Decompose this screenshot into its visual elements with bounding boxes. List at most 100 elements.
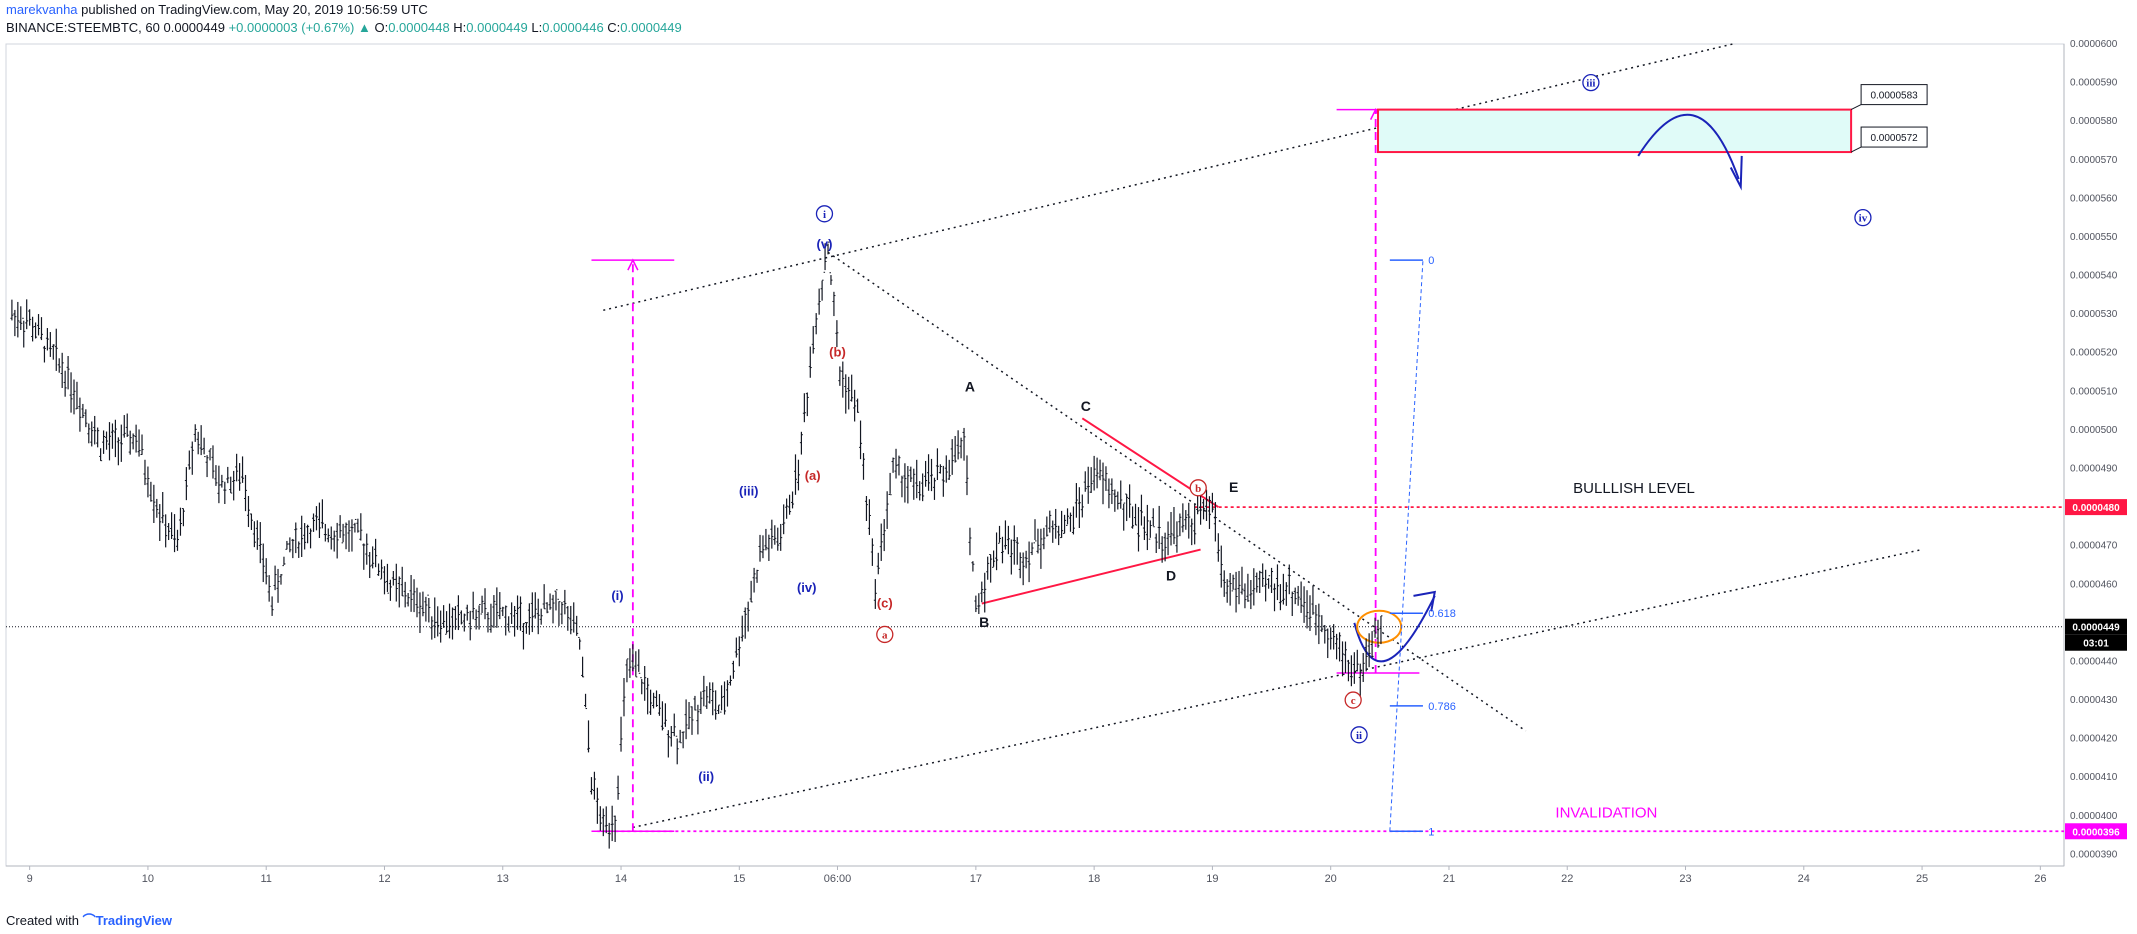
symbol-label: BINANCE:STEEMBTC, 60 — [6, 20, 160, 35]
wave-b-label-circle — [1189, 479, 1207, 497]
price-tick-label: 0.0000470 — [2070, 541, 2118, 552]
price-tick-label: 0.0000510 — [2070, 386, 2118, 397]
wave-ii-label-circle — [1350, 726, 1368, 744]
price-tick-label: 0.0000390 — [2070, 849, 2118, 860]
target-zone — [1377, 108, 1853, 154]
up-arrow-icon: ▲ — [357, 20, 371, 35]
wave-a-label-circle — [876, 625, 894, 644]
invalidation-price-badge-bg — [2065, 823, 2127, 840]
price-axis[interactable]: 0.0000390 0.0000400 0.0000410 0.0000420 0.00… — [2063, 39, 2118, 866]
footer: Created with ⌒TradingView — [6, 910, 172, 929]
published-text: published on TradingView.com, May 20, 20… — [81, 2, 428, 17]
high-label: H: — [453, 20, 467, 35]
triangle-e-label: E — [1229, 479, 1238, 495]
low-value: 0.0000446 — [542, 20, 604, 35]
invalidation-price-badge: 0.0000396 — [2072, 827, 2120, 838]
triangle-d-label: D — [1166, 568, 1176, 584]
time-tick-label: 14 — [615, 873, 627, 885]
wave-a-label: a — [882, 629, 888, 641]
triangle-c-label: C — [1081, 398, 1091, 414]
price-tick-label: 0.0000540 — [2070, 271, 2118, 282]
price-tick-label: 0.0000530 — [2070, 309, 2118, 320]
time-tick-label: 22 — [1561, 873, 1573, 885]
time-tick-label: 26 — [2034, 873, 2046, 885]
price-tick-label: 0.0000440 — [2070, 656, 2118, 667]
current-price-badge-bg — [2065, 618, 2127, 635]
wave-b-label: b — [1195, 483, 1201, 495]
countdown-badge: 03:01 — [2083, 639, 2109, 650]
wave-c-label: c — [1351, 695, 1356, 707]
time-tick-label: 10 — [142, 873, 154, 885]
wave-sub-i-label: (i) — [611, 588, 623, 603]
time-tick-label: 24 — [1798, 873, 1810, 885]
publish-line: marekvanha published on TradingView.com,… — [6, 2, 428, 17]
price-tick-label: 0.0000430 — [2070, 695, 2118, 706]
triangle-b-label: B — [979, 614, 989, 630]
close-label: C: — [607, 20, 621, 35]
time-tick-label: 06:00 — [824, 873, 852, 885]
price-tick-label: 0.0000580 — [2070, 116, 2118, 127]
target-price-label: 0.0000572 — [1870, 133, 1918, 144]
wave-sub-b-label: (b) — [829, 345, 846, 360]
author-link[interactable]: marekvanha — [6, 2, 78, 17]
time-tick-label: 25 — [1916, 873, 1928, 885]
time-tick-label: 23 — [1679, 873, 1691, 885]
triangle-lower-line — [981, 548, 1201, 605]
callout-pointer — [1850, 146, 1862, 153]
time-tick-label: 12 — [378, 873, 390, 885]
bounce-arrow — [1353, 595, 1436, 663]
target-price-callout — [1860, 126, 1928, 148]
price-tick-label: 0.0000500 — [2070, 425, 2118, 436]
wave-i-label: i — [823, 209, 826, 221]
current-price-badge: 0.0000449 — [2072, 623, 2120, 634]
reversal-arrow — [1637, 113, 1740, 180]
time-axis[interactable]: 9 10 11 12 13 14 15 06:00 17 18 19 20 21 22 23 24 25 26 — [6, 865, 2064, 885]
price-tick-label: 0.0000410 — [2070, 772, 2118, 783]
wave-iii-label-circle — [1582, 73, 1600, 92]
price-tick-label: 0.0000570 — [2070, 155, 2118, 166]
reversal-arrowhead-icon — [1729, 155, 1743, 191]
time-tick-label: 11 — [260, 873, 271, 885]
highlight-circle — [1356, 609, 1403, 644]
bullish-level-label: BULLLISH LEVEL — [1573, 480, 1695, 497]
wave-c-label-circle — [1344, 691, 1362, 709]
tradingview-logo-icon[interactable]: ⌒ — [82, 913, 96, 928]
open-value: 0.0000448 — [388, 20, 450, 35]
price-tick-label: 0.0000600 — [2070, 39, 2118, 50]
created-with-text: Created with — [6, 913, 79, 928]
price-tick-label: 0.0000560 — [2070, 193, 2118, 204]
close-value: 0.0000449 — [620, 20, 682, 35]
time-tick-label: 13 — [497, 873, 509, 885]
time-tick-label: 15 — [733, 873, 745, 885]
low-label: L: — [531, 20, 543, 35]
target-price-label: 0.0000583 — [1870, 91, 1918, 102]
wave-i-label-circle — [815, 205, 834, 223]
bounce-arrowhead-icon — [1413, 590, 1437, 612]
price-tick-label: 0.0000400 — [2070, 811, 2118, 822]
tradingview-brand[interactable]: TradingView — [95, 913, 172, 928]
measure-left-arrow-icon — [627, 258, 639, 271]
time-tick-label: 9 — [27, 873, 33, 885]
time-tick-label: 20 — [1325, 873, 1337, 885]
bullish-level-price-badge: 0.0000480 — [2072, 503, 2120, 514]
wave-sub-v-label: (v) — [817, 237, 833, 252]
symbol-line: BINANCE:STEEMBTC, 60 0.0000449 +0.000000… — [6, 20, 682, 35]
fib-level-label: 1 — [1428, 826, 1434, 838]
price-tick-label: 0.0000460 — [2070, 579, 2118, 590]
target-price-callout — [1860, 84, 1928, 106]
invalidation-label: INVALIDATION — [1555, 804, 1657, 821]
price-tick-label: 0.0000590 — [2070, 78, 2118, 89]
fib-level-label: 0.618 — [1428, 608, 1456, 620]
wave-sub-a-label: (a) — [805, 468, 821, 483]
wave-iii-label: iii — [1586, 78, 1595, 90]
wave-iv-label: iv — [1859, 213, 1868, 225]
time-tick-label: 17 — [970, 873, 982, 885]
wave-sub-iv-label: (iv) — [797, 580, 817, 595]
wave-ii-label: ii — [1356, 730, 1362, 742]
lower-channel-line — [632, 548, 1923, 829]
price-tick-label: 0.0000420 — [2070, 734, 2118, 745]
wave-iv-label-circle — [1854, 209, 1872, 227]
triangle-a-label: A — [965, 378, 975, 394]
high-value: 0.0000449 — [466, 20, 528, 35]
